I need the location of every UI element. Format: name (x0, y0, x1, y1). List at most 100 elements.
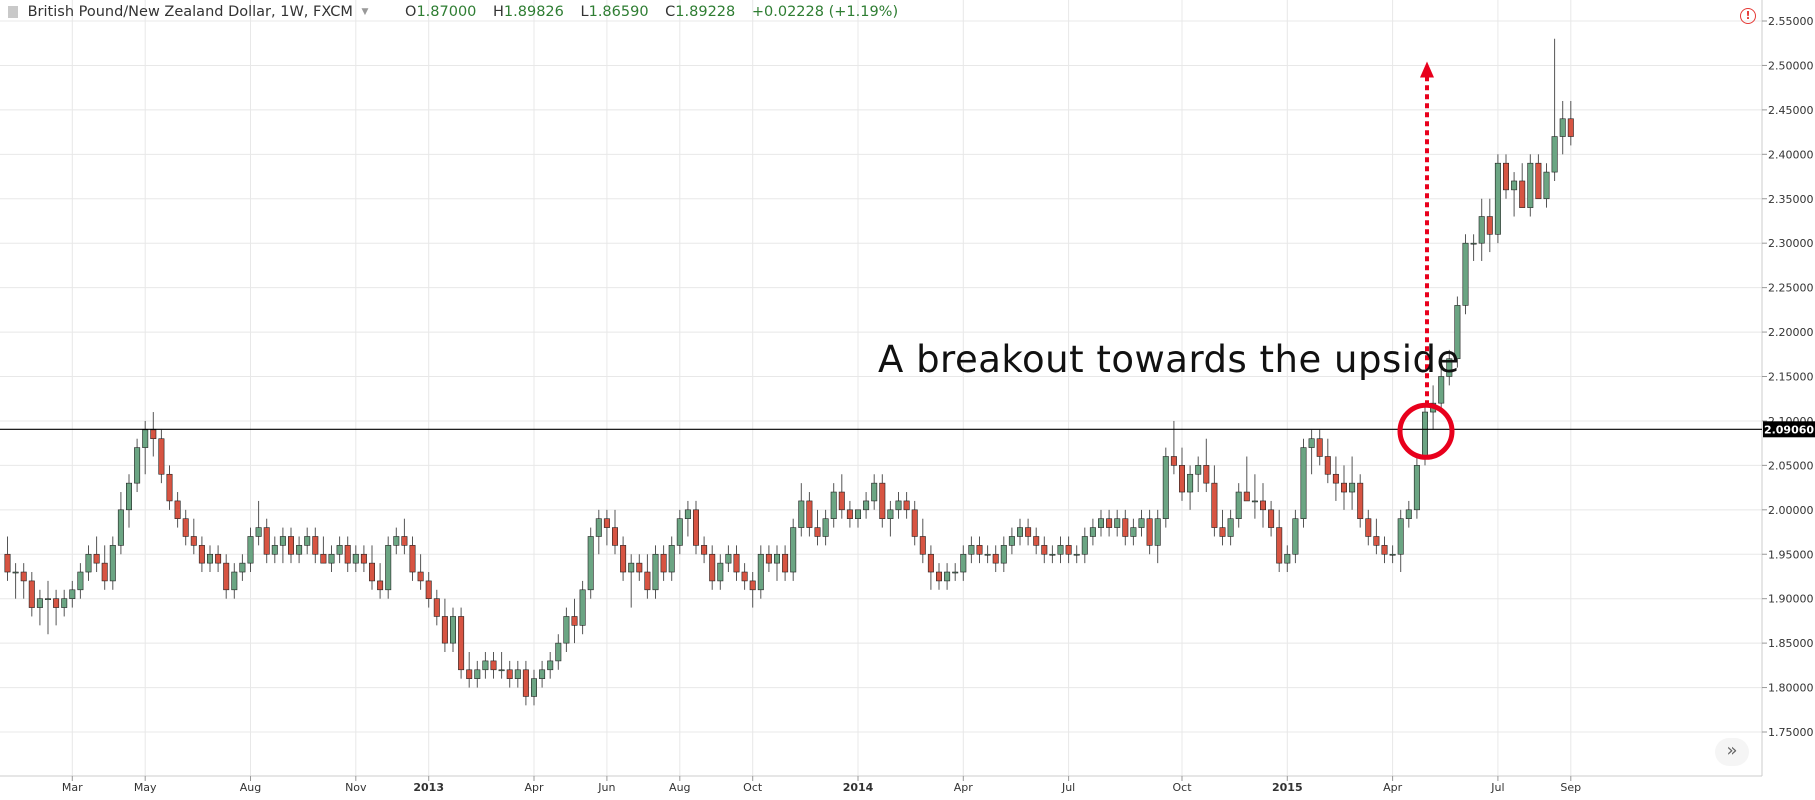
candle (360, 545, 367, 573)
candle (271, 536, 278, 564)
candle (960, 545, 967, 581)
candle-body (620, 545, 627, 573)
candle (1260, 483, 1267, 528)
candle (279, 527, 286, 564)
candle (1219, 509, 1226, 546)
candle-body (1138, 518, 1145, 528)
candle (911, 500, 918, 546)
candle-body (579, 589, 586, 626)
candle (644, 554, 651, 599)
candle-body (717, 562, 724, 582)
candle-body (539, 669, 546, 679)
candle (1389, 545, 1396, 564)
candle-body (425, 580, 432, 599)
candle-body (765, 553, 772, 564)
candle (846, 500, 853, 528)
candle-body (1065, 545, 1072, 555)
time-axis[interactable]: Mar May Aug Nov 2013 Apr Jun Aug Oct 2014 Apr Jul Oc… (62, 776, 1581, 794)
candle (903, 492, 910, 519)
candle-body (1033, 536, 1040, 546)
candle-body (1057, 545, 1064, 555)
scroll-to-realtime-button[interactable]: » (1715, 738, 1749, 766)
candle (1478, 198, 1485, 261)
candle (417, 554, 424, 590)
candle (1049, 545, 1056, 564)
candle (1251, 474, 1258, 519)
candle-body (1098, 518, 1105, 528)
candle-body (401, 536, 408, 546)
candle (887, 500, 894, 537)
x-tick-label: Jul (1061, 781, 1075, 794)
candle-body (830, 491, 837, 520)
candle-body (587, 536, 594, 591)
candle-body (1454, 305, 1461, 360)
candle (1503, 154, 1510, 199)
candle (1357, 474, 1364, 528)
candle-body (433, 598, 440, 617)
chart-legend: British Pound/New Zealand Dollar, 1W, FX… (0, 4, 898, 24)
candle (1438, 367, 1445, 413)
candle-body (563, 616, 570, 644)
candle (466, 652, 473, 688)
candle (555, 634, 562, 670)
candle (563, 607, 570, 653)
candle-body (239, 562, 246, 573)
candle-body (344, 545, 351, 564)
candle-body (725, 553, 732, 564)
candle (69, 580, 76, 608)
y-tick-label: 2.15000 (1768, 371, 1814, 384)
candle (198, 536, 205, 573)
candle (1098, 509, 1105, 537)
candle-body (506, 669, 513, 679)
candle (174, 492, 181, 528)
candle-body (1276, 527, 1283, 564)
candle (952, 563, 959, 581)
x-tick-label: 2013 (413, 781, 444, 794)
x-tick-label: Oct (743, 781, 763, 794)
resistance-label-text: 2.09060 (1764, 423, 1814, 436)
candle (701, 536, 708, 564)
x-tick-label: May (134, 781, 157, 794)
candle-body (555, 642, 562, 662)
grid (0, 0, 1762, 776)
candle (1041, 536, 1048, 564)
candle-body (944, 571, 951, 582)
candle (1494, 154, 1501, 244)
candle (668, 536, 675, 581)
candle (1146, 509, 1153, 555)
candle (498, 652, 505, 679)
caret-down-icon[interactable]: ▼ (361, 7, 369, 17)
symbol-title[interactable]: British Pound/New Zealand Dollar, 1W, FX… (27, 4, 353, 20)
candle (717, 554, 724, 590)
y-tick-label: 1.75000 (1768, 726, 1814, 739)
candle-body (790, 527, 797, 573)
candle (441, 598, 448, 653)
alert-icon[interactable]: ! (1740, 8, 1756, 24)
candle (579, 580, 586, 635)
candle-body (498, 669, 505, 672)
candle (1203, 438, 1210, 493)
x-tick-label: 2014 (843, 781, 874, 794)
candle-body (328, 553, 335, 564)
candle (530, 669, 537, 706)
candle-body (69, 589, 76, 599)
price-axis[interactable]: 2.55000 2.50000 2.45000 2.40000 2.35000 2.300… (1762, 15, 1814, 739)
candle-body (117, 509, 124, 546)
candle (263, 518, 270, 564)
candle-body (377, 580, 384, 591)
candle-body (1486, 216, 1493, 235)
candle-body (53, 598, 60, 608)
candle-body (887, 509, 894, 519)
candle (85, 545, 92, 581)
candle-body (701, 545, 708, 555)
x-tick-label: Sep (1560, 781, 1581, 794)
candle-body (1511, 180, 1518, 191)
candle (425, 572, 432, 608)
y-tick-label: 2.25000 (1768, 282, 1814, 295)
candle (611, 509, 618, 555)
close-label: C (665, 4, 676, 20)
candle-body (458, 616, 465, 671)
candle (749, 572, 756, 608)
candle (207, 545, 214, 573)
